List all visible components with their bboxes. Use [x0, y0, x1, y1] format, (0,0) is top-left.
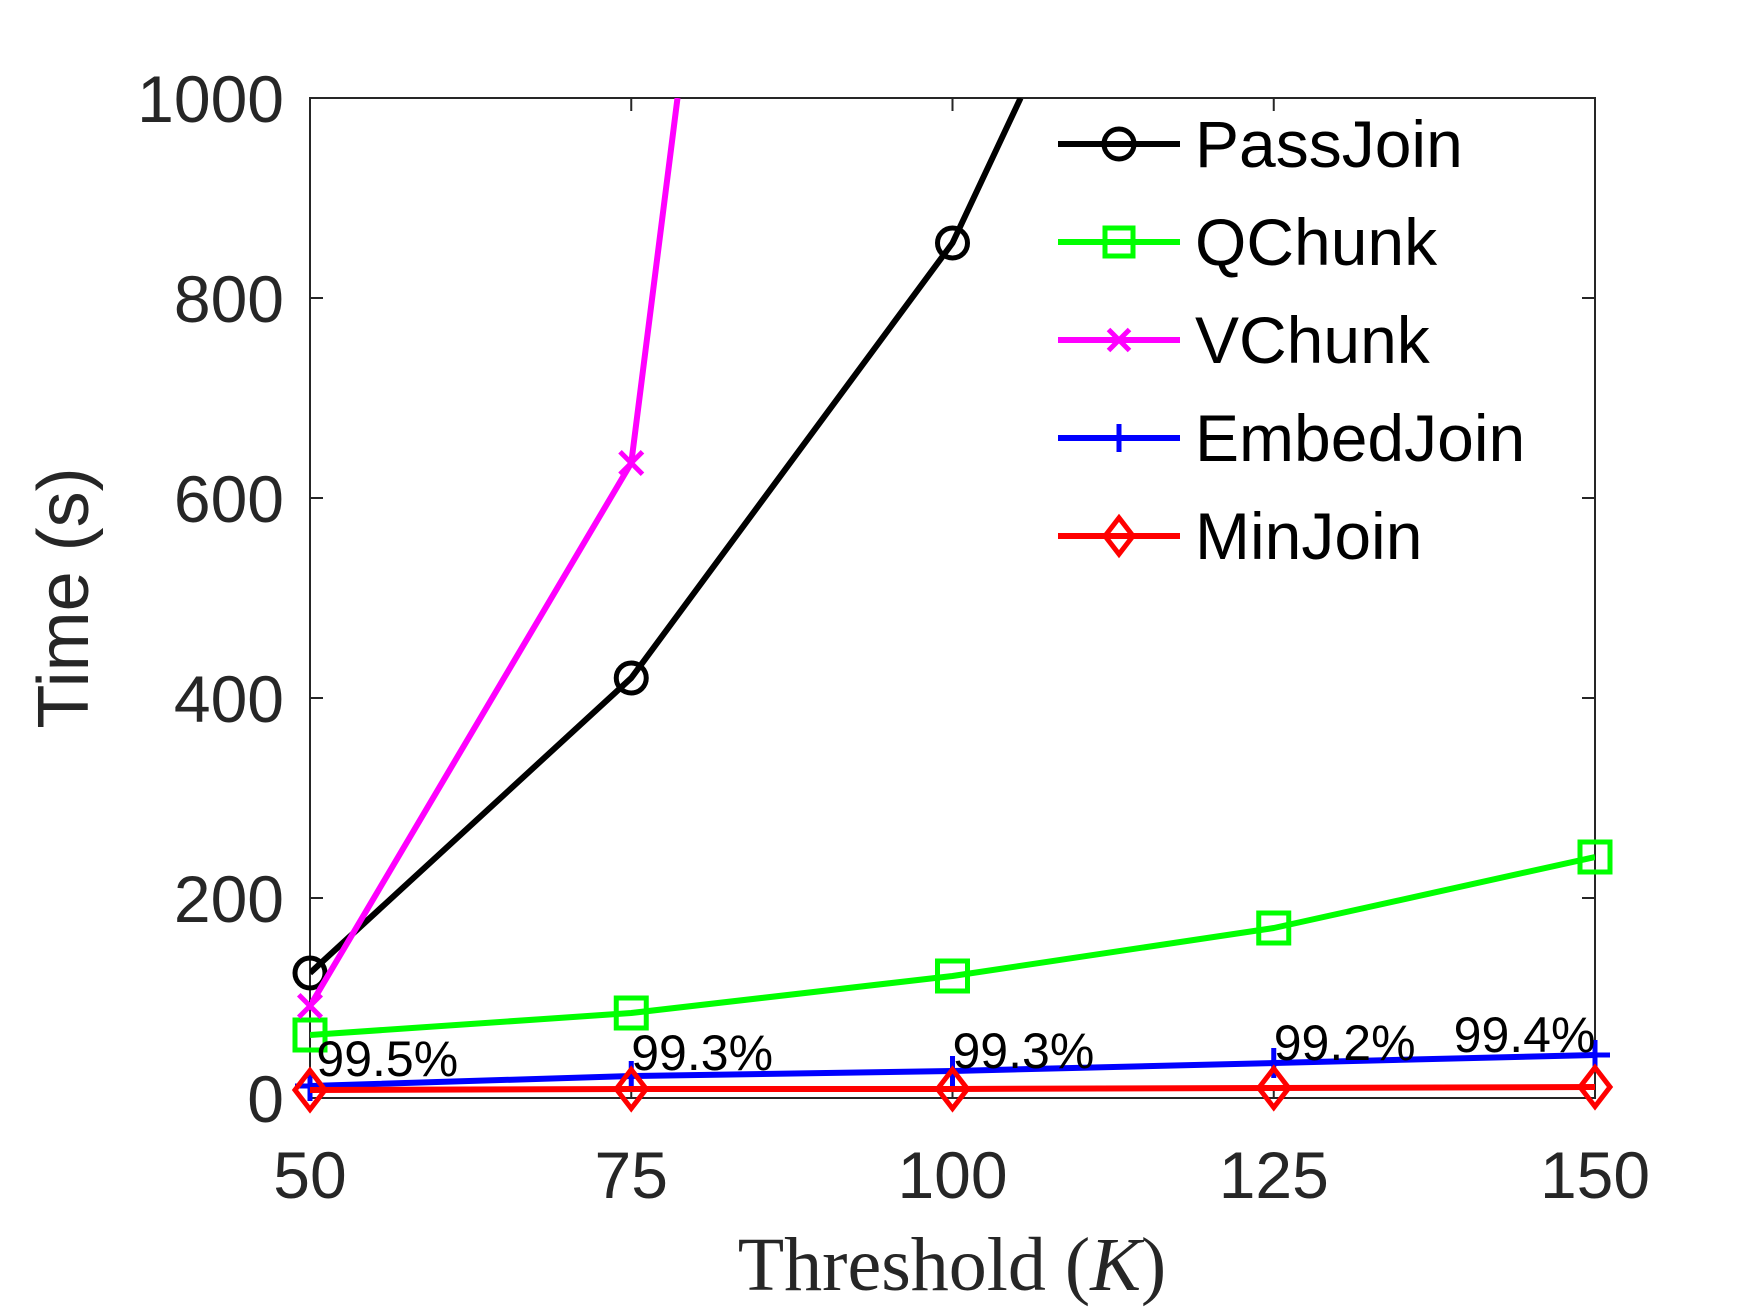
legend-marker	[1102, 225, 1136, 259]
series-line	[310, 1084, 1595, 1093]
data-point	[934, 1065, 971, 1113]
data-point	[1258, 1048, 1289, 1078]
series-qchunk	[292, 839, 1613, 1053]
x-axis-label: Threshold (K)	[738, 1223, 1166, 1307]
y-tick-label: 200	[174, 862, 284, 936]
series-vchunk	[296, 98, 681, 1020]
series-line	[310, 98, 1024, 976]
accuracy-annotation: 99.3%	[631, 1025, 773, 1081]
y-tick-label: 0	[247, 1062, 284, 1136]
accuracy-annotation: 99.5%	[316, 1031, 458, 1087]
plot-area	[309, 97, 1596, 1099]
data-point	[1576, 1063, 1614, 1111]
data-point	[296, 992, 324, 1020]
legend-item-passjoin: PassJoin	[1058, 107, 1463, 181]
y-tick-labels: 0 200 400 600 800 1000	[137, 62, 284, 1136]
data-point	[291, 1066, 329, 1114]
legend-label: MinJoin	[1195, 499, 1422, 573]
legend-item-vchunk: VChunk	[1058, 303, 1431, 377]
legend-marker	[1101, 126, 1137, 162]
data-point	[935, 958, 970, 994]
accuracy-annotation: 99.3%	[953, 1023, 1095, 1079]
accuracy-annotation: 99.2%	[1274, 1015, 1416, 1071]
y-tick-label: 800	[174, 262, 284, 336]
y-tick-label: 1000	[137, 62, 284, 136]
legend: PassJoin QChunk VChunk EmbedJoin MinJoin	[1058, 107, 1525, 573]
series-line	[310, 854, 1595, 1038]
data-point	[292, 955, 328, 991]
plot-box	[309, 97, 1596, 1099]
series-minjoin	[291, 1063, 1614, 1114]
x-tick-label: 150	[1540, 1138, 1650, 1212]
annotation-layer: 99.5% 99.3% 99.3% 99.2% 99.4%	[316, 1007, 1595, 1087]
legend-marker	[1106, 327, 1132, 353]
series-layer	[291, 98, 1614, 1114]
data-point	[613, 1065, 650, 1113]
y-tick-label: 400	[174, 662, 284, 736]
x-tick-label: 100	[897, 1138, 1007, 1212]
accuracy-annotation: 99.4%	[1454, 1007, 1596, 1063]
data-point	[613, 995, 649, 1031]
legend-marker	[1105, 424, 1133, 452]
data-point	[292, 1017, 328, 1053]
legend-item-minjoin: MinJoin	[1058, 499, 1422, 573]
y-axis-label: Time (s)	[24, 467, 104, 728]
x-axis-label-open-paren: (	[1065, 1223, 1090, 1307]
legend-label: PassJoin	[1195, 107, 1463, 181]
data-point	[935, 225, 970, 261]
y-tick-label: 600	[174, 462, 284, 536]
x-tick-labels: 50 75 100 125 150	[273, 1138, 1650, 1212]
data-point	[1256, 910, 1292, 946]
x-axis-label-text: Threshold	[738, 1223, 1065, 1307]
legend-item-embedjoin: EmbedJoin	[1058, 401, 1525, 475]
x-tick-label: 125	[1219, 1138, 1329, 1212]
legend-marker	[1101, 513, 1137, 559]
legend-item-qchunk: QChunk	[1058, 205, 1438, 279]
series-passjoin	[292, 98, 1024, 991]
data-point	[613, 660, 649, 696]
x-axis-label-variable: K	[1089, 1223, 1144, 1307]
x-axis-label-close-paren: )	[1141, 1223, 1166, 1307]
data-point	[1577, 839, 1613, 875]
legend-label: QChunk	[1195, 205, 1438, 279]
x-tick-label: 50	[273, 1138, 346, 1212]
data-point	[618, 449, 645, 477]
legend-label: VChunk	[1195, 303, 1431, 377]
data-point	[1255, 1064, 1292, 1112]
legend-label: EmbedJoin	[1195, 401, 1525, 475]
x-tick-label: 75	[595, 1138, 668, 1212]
